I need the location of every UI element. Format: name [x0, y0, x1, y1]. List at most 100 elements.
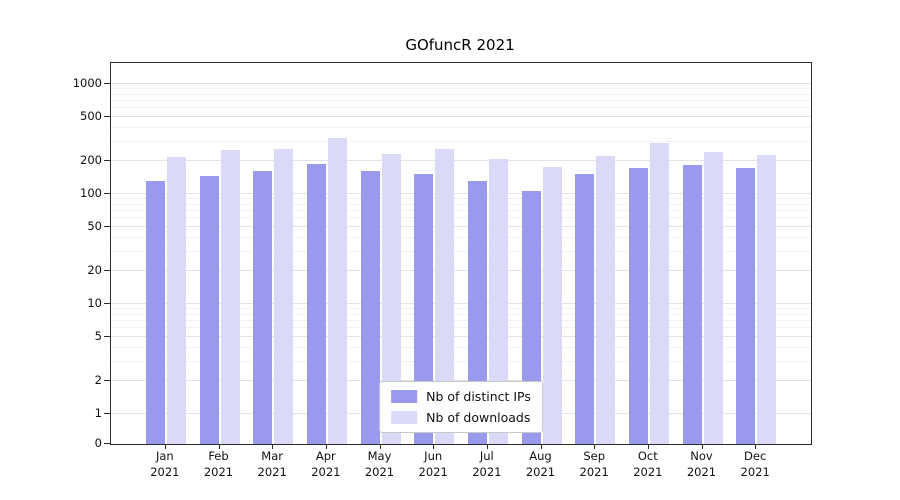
- bar-downloads: [327, 137, 347, 444]
- minor-gridline: [111, 250, 811, 252]
- minor-gridline: [111, 320, 811, 322]
- minor-gridline: [111, 327, 811, 329]
- bar-downloads: [649, 143, 669, 444]
- bar-distinct-ips: [145, 181, 165, 444]
- y-tick-mark: [104, 193, 110, 194]
- y-tick-mark: [104, 269, 110, 271]
- minor-gridline: [111, 308, 811, 310]
- y-tick-label: 200: [80, 152, 102, 167]
- x-tick-mark: [594, 444, 596, 449]
- x-tick-label: Jul 2021: [472, 449, 502, 479]
- legend-swatch-distinct-ips: [391, 390, 418, 403]
- bar-distinct-ips: [253, 170, 273, 444]
- bar-downloads: [542, 167, 562, 444]
- x-tick-mark: [164, 444, 166, 449]
- minor-gridline: [111, 203, 811, 205]
- major-gridline: [111, 159, 811, 161]
- chart-title: GOfuncR 2021: [405, 36, 515, 54]
- major-gridline: [111, 116, 811, 118]
- minor-gridline: [111, 93, 811, 95]
- minor-gridline: [111, 313, 811, 315]
- major-gridline: [111, 193, 811, 194]
- x-tick-label: Aug 2021: [525, 449, 556, 479]
- x-tick-label: Apr 2021: [311, 449, 341, 479]
- bar-downloads: [166, 156, 186, 444]
- major-gridline: [111, 269, 811, 271]
- y-tick-mark: [104, 116, 110, 118]
- bar-distinct-ips: [736, 168, 756, 444]
- y-tick-label: 0: [94, 436, 102, 450]
- x-tick-mark: [755, 444, 757, 449]
- bar-distinct-ips: [199, 175, 219, 444]
- x-tick-mark: [540, 444, 542, 449]
- legend-item-downloads: Nb of downloads: [391, 410, 531, 425]
- y-tick-label: 50: [87, 219, 102, 234]
- x-tick-mark: [272, 444, 274, 449]
- y-tick-mark: [104, 379, 110, 381]
- minor-gridline: [111, 236, 811, 238]
- minor-gridline: [111, 100, 811, 102]
- x-tick-mark: [433, 444, 435, 449]
- y-tick-label: 5: [94, 329, 102, 344]
- minor-gridline: [111, 140, 811, 142]
- x-tick-mark: [379, 444, 381, 449]
- y-tick-mark: [104, 413, 110, 414]
- legend-label-distinct-ips: Nb of distinct IPs: [426, 389, 531, 404]
- minor-gridline: [111, 88, 811, 90]
- y-tick-mark: [104, 336, 110, 338]
- minor-gridline: [111, 217, 811, 219]
- x-tick-mark: [218, 444, 220, 449]
- bar-downloads: [220, 150, 240, 444]
- bar-distinct-ips: [414, 174, 434, 444]
- minor-gridline: [111, 210, 811, 212]
- y-tick-label: 1000: [72, 76, 102, 90]
- y-tick-label: 100: [80, 186, 102, 200]
- bar-distinct-ips: [467, 180, 487, 444]
- x-tick-label: Dec 2021: [740, 449, 770, 479]
- minor-gridline: [111, 198, 811, 200]
- y-tick-label: 1: [94, 406, 102, 420]
- x-tick-mark: [647, 444, 649, 449]
- bar-downloads: [596, 155, 616, 444]
- bar-distinct-ips: [682, 165, 702, 444]
- bar-distinct-ips: [521, 191, 541, 444]
- legend-label-downloads: Nb of downloads: [426, 410, 531, 425]
- y-tick-label: 10: [87, 296, 102, 310]
- x-tick-label: Oct 2021: [633, 449, 663, 479]
- x-tick-label: Sep 2021: [579, 449, 609, 479]
- x-tick-label: Feb 2021: [203, 449, 234, 479]
- legend: Nb of distinct IPs Nb of downloads: [379, 381, 543, 433]
- plot-area: Nb of distinct IPs Nb of downloads: [110, 62, 812, 445]
- legend-swatch-downloads: [391, 411, 418, 424]
- minor-gridline: [111, 346, 811, 348]
- bar-downloads: [488, 159, 508, 444]
- x-tick-label: Jun 2021: [418, 449, 448, 479]
- bar-downloads: [274, 148, 294, 444]
- bar-downloads: [703, 151, 723, 444]
- x-tick-label: May 2021: [364, 449, 395, 479]
- major-gridline: [111, 336, 811, 338]
- y-tick-mark: [104, 159, 110, 161]
- minor-gridline: [111, 107, 811, 109]
- bar-downloads: [381, 153, 401, 444]
- y-tick-mark: [104, 303, 110, 304]
- minor-gridline: [111, 360, 811, 362]
- y-tick-mark: [104, 83, 110, 84]
- bar-distinct-ips: [306, 164, 326, 444]
- bar-distinct-ips: [360, 171, 380, 444]
- y-tick-mark: [104, 226, 110, 228]
- bar-distinct-ips: [628, 168, 648, 444]
- bar-downloads: [757, 155, 777, 444]
- x-tick-mark: [486, 444, 488, 449]
- major-gridline: [111, 83, 811, 84]
- bar-distinct-ips: [575, 174, 595, 444]
- x-tick-label: Jan 2021: [150, 449, 180, 479]
- major-gridline: [111, 226, 811, 228]
- y-tick-label: 20: [87, 262, 102, 277]
- minor-gridline: [111, 126, 811, 128]
- major-gridline: [111, 303, 811, 304]
- x-tick-label: Mar 2021: [257, 449, 287, 479]
- y-tick-label: 500: [80, 109, 102, 124]
- y-tick-mark: [104, 443, 110, 444]
